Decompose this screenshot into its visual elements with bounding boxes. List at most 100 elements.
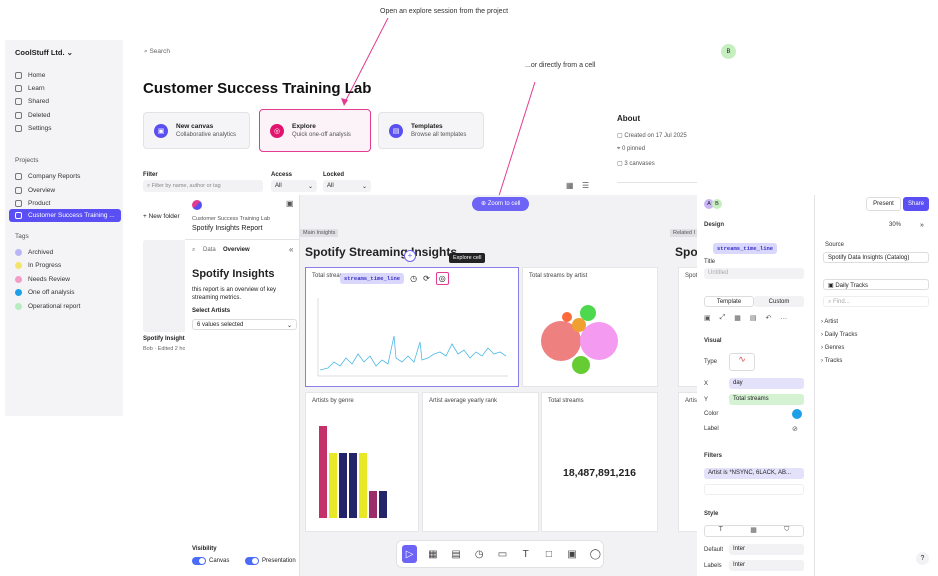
- new-folder-button[interactable]: + New folder: [143, 213, 180, 220]
- text-tool-icon[interactable]: T: [522, 548, 529, 560]
- cell-name-tag[interactable]: streams_time_line: [713, 243, 778, 254]
- select-tool-icon[interactable]: ▷: [402, 545, 418, 563]
- nav-deleted[interactable]: Deleted: [15, 110, 50, 120]
- search-input[interactable]: ⌕ Search: [144, 48, 171, 55]
- nav-settings[interactable]: Settings: [15, 123, 52, 133]
- filter-input[interactable]: ⌕ Filter by name, author or tag: [143, 180, 263, 192]
- table-icon[interactable]: ▤: [749, 315, 757, 322]
- project-item-active[interactable]: Customer Success Training ...: [9, 209, 121, 222]
- table-select[interactable]: ▣ Daily Tracks: [823, 279, 929, 290]
- x-field[interactable]: day: [729, 378, 804, 389]
- layout-icon[interactable]: ▣: [704, 315, 711, 322]
- shield-style-icon[interactable]: ⛉: [784, 526, 790, 533]
- tag-item[interactable]: Operational report: [15, 301, 80, 311]
- filter-input[interactable]: [704, 484, 804, 495]
- project-item[interactable]: Product: [15, 198, 50, 208]
- source-select[interactable]: Spotify Data Insights (Catalog): [823, 252, 929, 263]
- find-input[interactable]: ⌕ Find...: [823, 296, 929, 307]
- access-select[interactable]: All ⌄: [271, 180, 317, 192]
- nav-home[interactable]: Home: [15, 70, 45, 80]
- hide-icon[interactable]: ⊘: [792, 426, 798, 433]
- partial-cell[interactable]: Spot: [678, 267, 698, 387]
- explore-cell-icon[interactable]: ◎: [435, 272, 449, 285]
- tab-template[interactable]: Template: [704, 296, 754, 307]
- explore-card[interactable]: ◎ Explore Quick one-off analysis: [259, 109, 371, 152]
- tag-item[interactable]: In Progress: [15, 260, 61, 270]
- shape-tool-icon[interactable]: □: [545, 548, 552, 560]
- artists-select[interactable]: 6 values selected ⌄: [192, 319, 297, 330]
- clock-icon[interactable]: ◷: [410, 274, 418, 283]
- y-field[interactable]: Total streams: [729, 394, 804, 405]
- run-icon[interactable]: ⟳: [423, 274, 430, 283]
- tree-item[interactable]: › Daily Tracks: [821, 332, 858, 338]
- zoom-to-cell-button[interactable]: ⊕ Zoom to cell: [472, 197, 530, 211]
- labels-font[interactable]: Inter: [729, 560, 804, 571]
- grid-icon[interactable]: ▦: [734, 315, 741, 322]
- chart-tool-icon[interactable]: ▤: [451, 548, 461, 560]
- present-button[interactable]: Present: [866, 197, 901, 211]
- nav-shared[interactable]: Shared: [15, 96, 49, 106]
- tree-item[interactable]: › Artist: [821, 319, 839, 325]
- share-button[interactable]: Share: [903, 197, 929, 211]
- templates-card[interactable]: ▤ Templates Browse all templates: [378, 112, 484, 149]
- cell-name-tag[interactable]: streams_time_line: [340, 273, 405, 284]
- tag-item[interactable]: Needs Review: [15, 274, 70, 284]
- project-item[interactable]: Overview: [15, 185, 55, 195]
- line-chart-cell[interactable]: Total stream: [305, 267, 519, 387]
- tree-item[interactable]: › Tracks: [821, 358, 843, 364]
- undo-icon[interactable]: ↶: [765, 315, 772, 322]
- grid-style-icon[interactable]: ▦: [750, 527, 757, 534]
- page-tag-main[interactable]: Main Insights: [300, 229, 339, 237]
- default-font[interactable]: Inter: [729, 544, 804, 555]
- project-item[interactable]: Company Reports: [15, 171, 80, 181]
- collapse-icon[interactable]: »: [920, 222, 924, 229]
- tab-data[interactable]: Data: [203, 247, 216, 253]
- nav-learn[interactable]: Learn: [15, 83, 45, 93]
- canvas-area[interactable]: Main Insights Related I ⊕ Zoom to cell S…: [300, 195, 698, 576]
- tag-item[interactable]: One off analysis: [15, 287, 75, 297]
- line-chart-type-icon[interactable]: ∿: [729, 353, 755, 371]
- list-view-icon[interactable]: ☰: [582, 181, 590, 190]
- color-swatch[interactable]: [792, 409, 802, 419]
- visibility-presentation-toggle[interactable]: Presentation: [245, 557, 296, 565]
- tab-custom[interactable]: Custom: [754, 296, 804, 307]
- new-canvas-card[interactable]: ▣ New canvas Collaborative analytics: [143, 112, 250, 149]
- help-button[interactable]: ?: [916, 552, 929, 565]
- learn-icon: [15, 84, 22, 92]
- comment-tool-icon[interactable]: ◯: [589, 548, 601, 560]
- org-switcher[interactable]: CoolStuff Ltd. ⌄: [15, 48, 73, 57]
- kpi-cell[interactable]: Total streams 18,487,891,216: [541, 392, 658, 532]
- clock-tool-icon[interactable]: ◷: [474, 548, 484, 560]
- tab-overview[interactable]: Overview: [223, 247, 250, 253]
- cell-title: Artist average yearly rank: [429, 398, 498, 404]
- locked-select[interactable]: All ⌄: [323, 180, 371, 192]
- text-style-icon[interactable]: T: [718, 526, 723, 533]
- canvas-thumbnail[interactable]: [143, 240, 187, 332]
- tag-item[interactable]: Archived: [15, 247, 53, 257]
- home-icon: [15, 71, 22, 79]
- grid-view-icon[interactable]: ▦: [566, 181, 574, 190]
- visibility-canvas-toggle[interactable]: Canvas: [192, 557, 229, 565]
- layout-icon[interactable]: ▣: [286, 199, 294, 208]
- bubble-chart: [541, 305, 618, 374]
- table-tool-icon[interactable]: ▦: [428, 548, 438, 560]
- labels-label: Labels: [704, 563, 722, 569]
- more-icon[interactable]: …: [780, 314, 788, 321]
- zoom-level[interactable]: 30%: [889, 222, 902, 228]
- tree-item[interactable]: › Genres: [821, 345, 845, 351]
- collapse-icon[interactable]: «: [289, 245, 294, 254]
- table-cell[interactable]: Artist average yearly rank: [422, 392, 539, 532]
- filter-chip[interactable]: Artist is *NSYNC, 6LACK, AB...: [704, 468, 804, 479]
- search-icon[interactable]: ⌕: [192, 247, 196, 253]
- bubble-chart-cell[interactable]: Total streams by artist: [522, 267, 658, 387]
- type-label: Type: [704, 359, 718, 365]
- expand-icon[interactable]: ⤢: [719, 314, 726, 321]
- partial-cell[interactable]: Artis: [678, 392, 698, 532]
- note-tool-icon[interactable]: ▭: [497, 548, 508, 560]
- avatar[interactable]: B: [721, 44, 736, 59]
- add-cell-icon[interactable]: +: [404, 250, 416, 262]
- frame-tool-icon[interactable]: ▣: [567, 548, 577, 560]
- bar-chart-cell[interactable]: Artists by genre: [305, 392, 419, 532]
- title-input[interactable]: Untitled: [704, 268, 804, 279]
- page-tag-related[interactable]: Related I: [670, 229, 698, 237]
